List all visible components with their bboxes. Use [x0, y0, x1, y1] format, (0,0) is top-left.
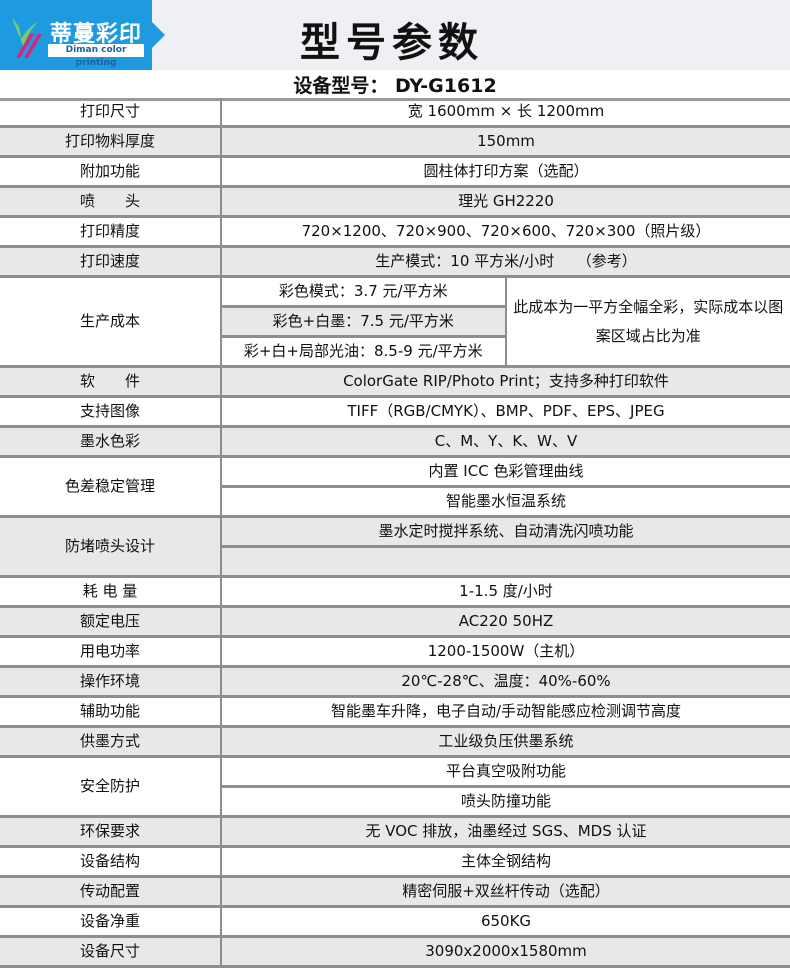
spec-row: 附加功能 圆柱体打印方案（选配） — [0, 156, 790, 188]
spec-row: 生产成本 彩色模式：3.7 元/平方米 此成本为一平方全幅全彩，实际成本以图案区域占… — [0, 276, 790, 368]
spec-value: 内置 ICC 色彩管理曲线 — [221, 456, 790, 488]
logo-mark-icon — [12, 18, 42, 58]
spec-value: 彩+白+局部光油：8.5-9 元/平方米 — [221, 336, 506, 368]
spec-value: 720×1200、720×900、720×600、720×300（照片级） — [221, 216, 790, 248]
spec-row: 喷 头理光 GH2220 — [0, 186, 790, 218]
spec-label: 环保要求 — [0, 816, 222, 848]
spec-row: 额定电压 AC220 50HZ — [0, 606, 790, 638]
spec-value — [221, 546, 790, 578]
page-title: 型号参数 — [300, 20, 484, 66]
spec-value: 工业级负压供墨系统 — [221, 726, 790, 758]
spec-value: 彩色模式：3.7 元/平方米 — [221, 276, 506, 308]
spec-value: 1200-1500W（主机） — [221, 636, 790, 668]
spec-row: 打印速度 生产模式：10 平方米/小时 （参考） — [0, 246, 790, 278]
spec-value: 理光 GH2220 — [221, 186, 790, 218]
spec-label: 软 件 — [0, 366, 222, 398]
spec-row: 环保要求无 VOC 排放，油墨经过 SGS、MDS 认证 — [0, 816, 790, 848]
spec-value: 150mm — [221, 126, 790, 158]
spec-value: C、M、Y、K、W、V — [221, 426, 790, 458]
spec-row: 喷头防撞功能 — [0, 786, 790, 818]
cost-note: 此成本为一平方全幅全彩，实际成本以图案区域占比为准 — [504, 276, 790, 368]
spec-label: 色差稳定管理 — [0, 456, 222, 518]
spec-label: 供墨方式 — [0, 726, 222, 758]
spec-value: 主体全钢结构 — [221, 846, 790, 878]
spec-label: 设备净重 — [0, 906, 222, 938]
spec-label: 附加功能 — [0, 156, 222, 188]
spec-label: 额定电压 — [0, 606, 222, 638]
spec-row: 耗 电 量 1-1.5 度/小时 — [0, 576, 790, 608]
spec-row: 打印精度 720×1200、720×900、720×600、720×300（照片级… — [0, 216, 790, 248]
spec-label: 打印速度 — [0, 246, 222, 278]
spec-value: 平台真空吸附功能 — [221, 756, 790, 788]
logo: 蒂蔓彩印 Diman color printing — [0, 0, 152, 70]
header-banner: 蒂蔓彩印 Diman color printing 型号参数 — [0, 0, 790, 70]
spec-value: AC220 50HZ — [221, 606, 790, 638]
spec-label: 生产成本 — [0, 276, 222, 368]
model-heading: 设备型号： DY-G1612 — [0, 70, 790, 101]
spec-label: 辅助功能 — [0, 696, 222, 728]
spec-row: 安全防护 平台真空吸附功能 — [0, 756, 790, 818]
spec-row: 彩+白+局部光油：8.5-9 元/平方米 — [0, 336, 790, 368]
spec-label: 打印尺寸 — [0, 98, 222, 128]
spec-label: 用电功率 — [0, 636, 222, 668]
spec-label: 防堵喷头设计 — [0, 516, 222, 578]
spec-value: 喷头防撞功能 — [221, 786, 790, 818]
spec-row: 软 件 ColorGate RIP/Photo Print；支持多种打印软件 — [0, 366, 790, 398]
spec-row: 辅助功能 智能墨车升降，电子自动/手动智能感应检测调节高度 — [0, 696, 790, 728]
spec-label: 支持图像 — [0, 396, 222, 428]
spec-row: 供墨方式 工业级负压供墨系统 — [0, 726, 790, 758]
spec-value: 1-1.5 度/小时 — [221, 576, 790, 608]
spec-row: 彩色+白墨：7.5 元/平方米 — [0, 306, 790, 338]
spec-value: 宽 1600mm × 长 1200mm — [221, 98, 790, 128]
spec-row: 设备结构 主体全钢结构 — [0, 846, 790, 878]
spec-label: 喷 头 — [0, 186, 222, 218]
spec-row: 智能墨水恒温系统 — [0, 486, 790, 518]
spec-row — [0, 546, 790, 578]
spec-row: 墨水色彩 C、M、Y、K、W、V — [0, 426, 790, 458]
spec-row: 设备尺寸 3090x2000x1580mm — [0, 936, 790, 968]
spec-label: 操作环境 — [0, 666, 222, 698]
spec-label: 打印精度 — [0, 216, 222, 248]
spec-row: 支持图像 TIFF（RGB/CMYK）、BMP、PDF、EPS、JPEG — [0, 396, 790, 428]
spec-value: 20℃-28℃、温度：40%-60% — [221, 666, 790, 698]
spec-value: 精密伺服+双丝杆传动（选配） — [221, 876, 790, 908]
logo-text-cn: 蒂蔓彩印 — [50, 21, 143, 47]
spec-row: 设备净重 650KG — [0, 906, 790, 938]
spec-label: 打印物料厚度 — [0, 126, 222, 158]
spec-value: 彩色+白墨：7.5 元/平方米 — [221, 306, 506, 338]
spec-row: 操作环境 20℃-28℃、温度：40%-60% — [0, 666, 790, 698]
spec-value: 墨水定时搅拌系统、自动清洗闪喷功能 — [221, 516, 790, 548]
spec-row: 打印物料厚度 150mm — [0, 126, 790, 158]
spec-label: 设备尺寸 — [0, 936, 222, 968]
spec-label: 安全防护 — [0, 756, 222, 818]
spec-row: 防堵喷头设计 墨水定时搅拌系统、自动清洗闪喷功能 — [0, 516, 790, 578]
spec-label: 耗 电 量 — [0, 576, 222, 608]
spec-value: 3090x2000x1580mm — [221, 936, 790, 968]
spec-row: 色差稳定管理 内置 ICC 色彩管理曲线 — [0, 456, 790, 518]
spec-value: 无 VOC 排放，油墨经过 SGS、MDS 认证 — [221, 816, 790, 848]
spec-row: 打印尺寸宽 1600mm × 长 1200mm — [0, 98, 790, 128]
spec-row: 用电功率 1200-1500W（主机） — [0, 636, 790, 668]
logo-arrow — [152, 22, 165, 48]
logo-text-en: Diman color printing — [48, 44, 144, 68]
spec-value: ColorGate RIP/Photo Print；支持多种打印软件 — [221, 366, 790, 398]
spec-value: TIFF（RGB/CMYK）、BMP、PDF、EPS、JPEG — [221, 396, 790, 428]
spec-value: 圆柱体打印方案（选配） — [221, 156, 790, 188]
spec-value: 智能墨水恒温系统 — [221, 486, 790, 518]
spec-row: 传动配置 精密伺服+双丝杆传动（选配） — [0, 876, 790, 908]
spec-value: 生产模式：10 平方米/小时 （参考） — [221, 246, 790, 278]
spec-label: 墨水色彩 — [0, 426, 222, 458]
spec-label: 传动配置 — [0, 876, 222, 908]
spec-table: 打印尺寸宽 1600mm × 长 1200mm 打印物料厚度 150mm 附加功能 圆柱… — [0, 98, 790, 968]
spec-value: 智能墨车升降，电子自动/手动智能感应检测调节高度 — [221, 696, 790, 728]
spec-label: 设备结构 — [0, 846, 222, 878]
spec-value: 650KG — [221, 906, 790, 938]
